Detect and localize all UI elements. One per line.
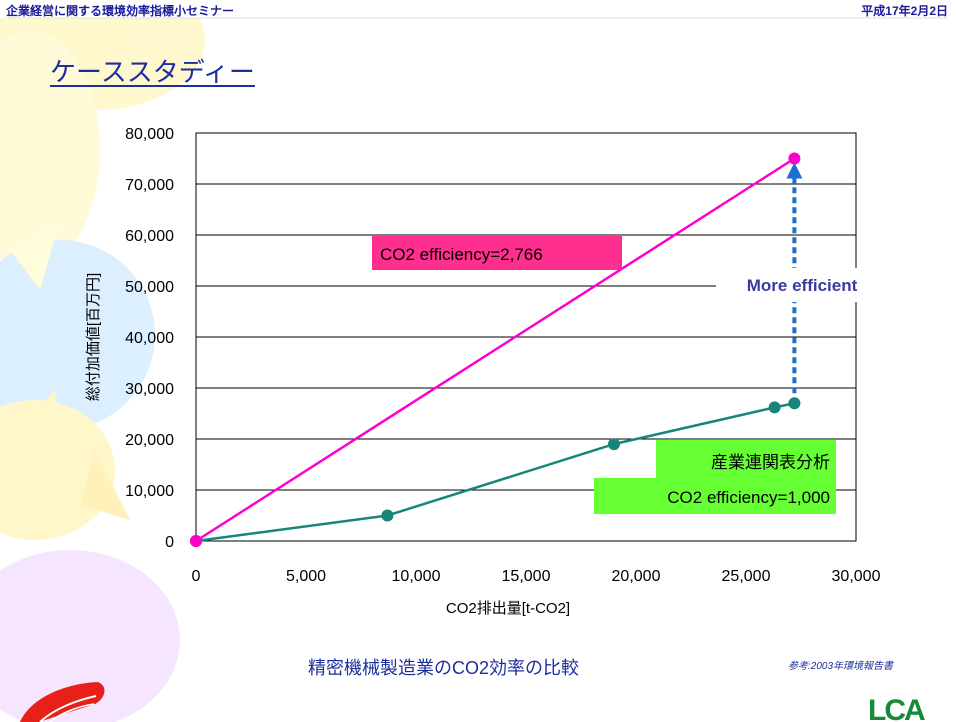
teal-label-line2: CO2 efficiency=1,000 xyxy=(667,488,830,507)
data-point-teal xyxy=(608,438,620,451)
more-efficient-arrow: More efficient xyxy=(716,162,888,394)
y-tick-label: 20,000 xyxy=(125,432,174,449)
series-line-magenta xyxy=(195,157,796,543)
pastel-background-decoration xyxy=(0,0,205,722)
data-point-magenta xyxy=(788,152,801,165)
x-axis-tick-labels: 0 5,000 10,000 15,000 20,000 25,000 30,000 xyxy=(192,568,881,585)
red-swoosh-logo xyxy=(20,682,105,722)
y-tick-label: 0 xyxy=(165,534,174,551)
svg-text:LCA: LCA xyxy=(868,694,925,722)
data-point-teal xyxy=(381,509,394,522)
arrow-label-background xyxy=(716,268,888,302)
arrow-label: More efficient xyxy=(747,276,858,295)
x-tick-label: 25,000 xyxy=(722,568,771,585)
y-tick-label: 80,000 xyxy=(125,126,174,143)
arrow-up-icon xyxy=(786,162,803,179)
data-point-teal xyxy=(788,397,801,410)
x-tick-label: 10,000 xyxy=(392,568,441,585)
y-axis-tick-labels: 0 10,000 20,000 30,000 40,000 50,000 60,000 70,… xyxy=(125,126,174,551)
teal-label-line1: 産業連関表分析 xyxy=(711,453,830,472)
date-label: 平成17年2月2日 xyxy=(861,4,948,18)
x-axis-label: CO2排出量[t-CO2] xyxy=(446,600,570,617)
teal-efficiency-label: 産業連関表分析 CO2 efficiency=1,000 xyxy=(594,440,836,514)
data-point-teal xyxy=(768,401,781,414)
x-tick-label: 20,000 xyxy=(612,568,661,585)
source-note: 参考:2003年環境報告書 xyxy=(788,661,894,672)
header-bar xyxy=(0,0,956,18)
magenta-label-text: CO2 efficiency=2,766 xyxy=(380,245,543,264)
x-tick-label: 15,000 xyxy=(502,568,551,585)
data-point-magenta xyxy=(190,535,202,547)
y-tick-label: 10,000 xyxy=(125,483,174,500)
y-tick-label: 50,000 xyxy=(125,279,174,296)
seminar-title: 企業経営に関する環境効率指標小セミナー xyxy=(6,4,235,18)
series-points xyxy=(190,152,801,547)
chart-caption: 精密機械製造業のCO2効率の比較 xyxy=(308,658,580,678)
magenta-label-background xyxy=(372,236,622,270)
y-tick-label: 30,000 xyxy=(125,381,174,398)
x-tick-label: 0 xyxy=(192,568,201,585)
y-tick-label: 70,000 xyxy=(125,177,174,194)
x-tick-label: 5,000 xyxy=(286,568,326,585)
magenta-efficiency-label: CO2 efficiency=2,766 xyxy=(372,236,622,270)
lca-logo: LCA xyxy=(868,694,927,722)
teal-label-background-line1 xyxy=(656,440,836,478)
y-axis-label: 総付加価値[百万円] xyxy=(85,273,102,401)
slide-title: ケーススタディー xyxy=(50,57,255,87)
y-tick-label: 60,000 xyxy=(125,228,174,245)
teal-label-background-line2 xyxy=(594,478,836,514)
y-tick-label: 40,000 xyxy=(125,330,174,347)
x-tick-label: 30,000 xyxy=(832,568,881,585)
gridlines xyxy=(196,132,856,491)
